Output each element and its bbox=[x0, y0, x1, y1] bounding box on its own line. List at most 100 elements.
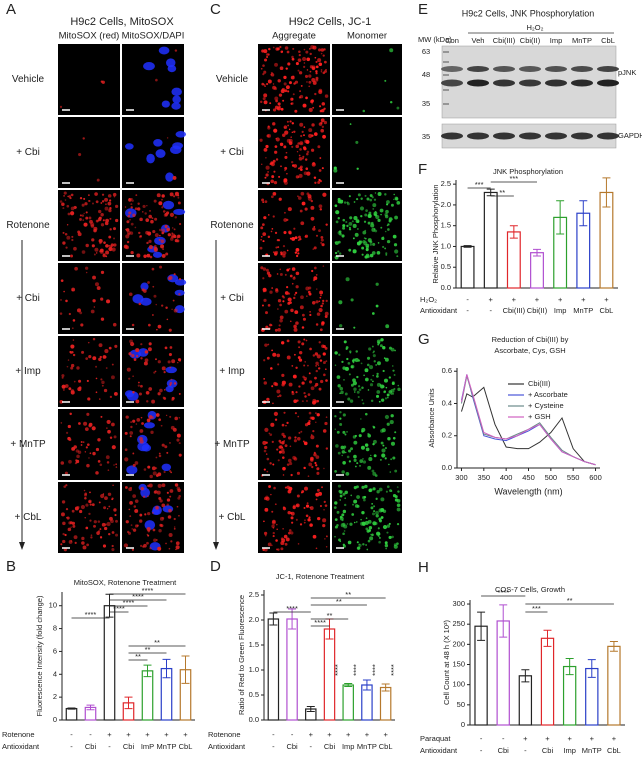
stain bbox=[335, 220, 339, 224]
stain bbox=[292, 93, 295, 96]
stain bbox=[129, 515, 132, 517]
stain bbox=[285, 151, 288, 154]
stain bbox=[278, 105, 281, 108]
stain bbox=[148, 323, 151, 327]
stain bbox=[293, 353, 296, 356]
stain bbox=[288, 81, 292, 85]
stain bbox=[314, 92, 317, 96]
stain bbox=[373, 198, 377, 201]
stain bbox=[315, 444, 319, 448]
stain bbox=[338, 538, 341, 542]
stain bbox=[323, 120, 328, 125]
stain bbox=[324, 346, 328, 350]
stain bbox=[138, 519, 143, 523]
stain bbox=[305, 514, 309, 518]
stain bbox=[167, 233, 171, 237]
stain bbox=[325, 447, 329, 450]
stain bbox=[350, 364, 355, 369]
stain bbox=[76, 505, 80, 509]
stain bbox=[393, 438, 396, 440]
stain bbox=[320, 304, 323, 308]
stain bbox=[295, 248, 300, 252]
stain bbox=[293, 399, 298, 404]
stain bbox=[112, 192, 117, 197]
stain bbox=[79, 311, 83, 315]
stain bbox=[355, 465, 357, 468]
stain bbox=[384, 212, 388, 217]
condition-label: Cbi bbox=[542, 746, 554, 755]
stain bbox=[346, 224, 349, 228]
stain bbox=[283, 82, 287, 86]
stain bbox=[388, 376, 392, 379]
lane-label: Cbi(II) bbox=[520, 36, 541, 45]
stain bbox=[361, 485, 365, 489]
stain bbox=[277, 459, 280, 462]
stain bbox=[390, 490, 393, 492]
stain bbox=[166, 318, 169, 321]
stain bbox=[372, 471, 377, 476]
stain bbox=[279, 318, 283, 323]
stain bbox=[311, 66, 316, 71]
stain bbox=[359, 240, 363, 244]
stain bbox=[334, 428, 336, 430]
stain bbox=[307, 290, 311, 294]
stain bbox=[126, 367, 131, 372]
stain bbox=[339, 417, 342, 420]
condition-label: Cbi bbox=[498, 746, 510, 755]
stain bbox=[315, 498, 318, 501]
stain bbox=[299, 350, 303, 355]
row-label: + Cbi bbox=[220, 147, 244, 158]
stain bbox=[146, 205, 148, 207]
stain bbox=[61, 500, 66, 504]
stain bbox=[104, 206, 109, 211]
x-tick-label: 350 bbox=[478, 473, 491, 482]
stain bbox=[78, 379, 82, 383]
stain bbox=[296, 494, 300, 498]
stain bbox=[360, 197, 363, 200]
stain bbox=[111, 547, 115, 552]
stain bbox=[345, 472, 350, 476]
stain bbox=[310, 148, 315, 152]
stain bbox=[310, 434, 313, 436]
stain bbox=[274, 62, 278, 67]
stain bbox=[375, 214, 380, 220]
stain bbox=[134, 226, 137, 229]
stain bbox=[60, 461, 65, 465]
stain bbox=[299, 90, 301, 92]
stain bbox=[371, 512, 376, 516]
stain bbox=[145, 218, 150, 222]
mw-marker: 63 bbox=[422, 47, 430, 56]
stain bbox=[173, 195, 176, 198]
stain bbox=[140, 343, 143, 346]
stain bbox=[364, 237, 367, 240]
stain bbox=[161, 194, 165, 198]
row-label: + CbL bbox=[15, 512, 42, 523]
stain bbox=[76, 366, 80, 370]
stain bbox=[165, 172, 174, 182]
stain bbox=[325, 368, 327, 370]
stain bbox=[386, 200, 390, 204]
stain bbox=[379, 458, 382, 461]
stain bbox=[309, 313, 312, 317]
stain bbox=[316, 354, 321, 359]
bar bbox=[562, 665, 577, 726]
stain bbox=[91, 238, 95, 242]
stain bbox=[340, 490, 343, 494]
stain bbox=[110, 245, 113, 248]
stain bbox=[144, 358, 149, 363]
stain bbox=[313, 453, 317, 457]
stain bbox=[386, 393, 390, 397]
stain bbox=[139, 217, 143, 222]
stain bbox=[388, 463, 390, 466]
stain bbox=[325, 379, 328, 382]
stain bbox=[341, 360, 344, 364]
stain bbox=[316, 471, 320, 475]
stain bbox=[130, 222, 134, 226]
stain bbox=[263, 468, 266, 471]
stain bbox=[134, 508, 139, 513]
stain bbox=[312, 430, 315, 433]
stain bbox=[107, 429, 111, 434]
stain bbox=[144, 350, 149, 354]
stain bbox=[169, 495, 172, 498]
stain bbox=[284, 169, 286, 172]
